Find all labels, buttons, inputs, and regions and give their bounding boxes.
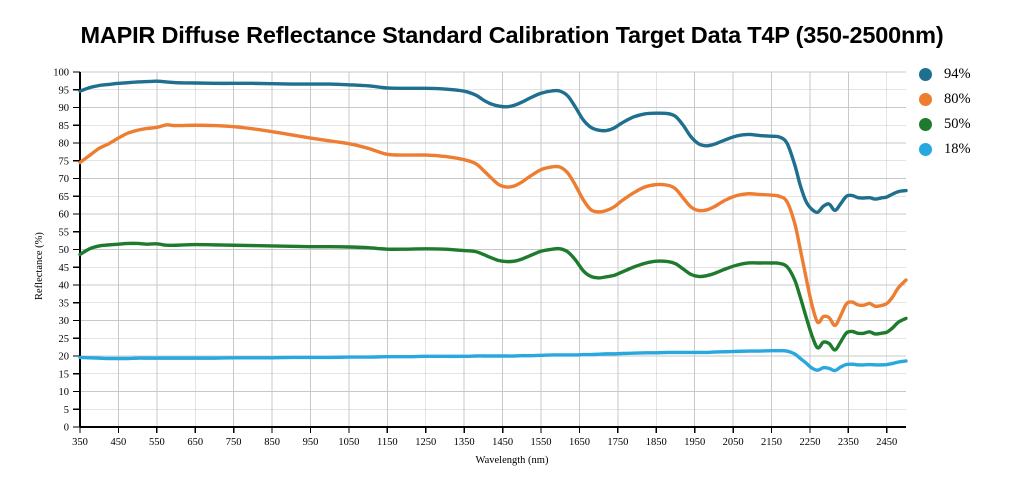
- svg-text:2450: 2450: [876, 437, 897, 448]
- svg-text:2150: 2150: [761, 437, 782, 448]
- series-line-18: [78, 348, 908, 373]
- legend-item-label: 94%: [944, 66, 971, 83]
- series-line-50: [78, 241, 908, 352]
- svg-text:1350: 1350: [454, 437, 475, 448]
- legend-item-label: 80%: [944, 91, 971, 108]
- svg-text:5: 5: [64, 405, 69, 416]
- legend-item-18[interactable]: 18%: [919, 137, 1019, 162]
- svg-text:1650: 1650: [569, 437, 590, 448]
- svg-text:750: 750: [226, 437, 242, 448]
- svg-text:85: 85: [59, 121, 70, 132]
- legend-color-swatch-icon: [919, 93, 932, 106]
- series-line-80: [78, 123, 908, 328]
- svg-text:45: 45: [59, 263, 70, 274]
- svg-text:20: 20: [59, 352, 70, 363]
- svg-text:1150: 1150: [377, 437, 398, 448]
- svg-text:100: 100: [53, 68, 69, 79]
- legend-item-80[interactable]: 80%: [919, 87, 1019, 112]
- svg-text:80: 80: [59, 139, 70, 150]
- svg-text:35: 35: [59, 298, 70, 309]
- chart-title: MAPIR Diffuse Reflectance Standard Calib…: [80, 22, 944, 48]
- legend-item-label: 50%: [944, 116, 971, 133]
- svg-text:2050: 2050: [723, 437, 744, 448]
- axis-tick-labels: 0 5 10 15 20 25 30 35 40 45 50 55 60 65 70 75 80 85 90 95 10…: [53, 68, 897, 448]
- svg-text:2250: 2250: [799, 437, 820, 448]
- svg-text:40: 40: [59, 281, 70, 292]
- svg-text:850: 850: [264, 437, 280, 448]
- svg-text:2350: 2350: [838, 437, 859, 448]
- series-line-94: [78, 79, 908, 215]
- svg-text:1250: 1250: [415, 437, 436, 448]
- legend-item-94[interactable]: 94%: [919, 62, 1019, 87]
- svg-text:95: 95: [59, 85, 70, 96]
- axis-lines: [73, 71, 906, 433]
- svg-text:70: 70: [59, 174, 70, 185]
- svg-text:55: 55: [59, 227, 70, 238]
- svg-text:15: 15: [59, 369, 70, 380]
- svg-text:65: 65: [59, 192, 70, 203]
- legend-color-swatch-icon: [919, 143, 932, 156]
- x-axis-title: Wavelength (nm): [475, 455, 549, 466]
- svg-text:1450: 1450: [492, 437, 513, 448]
- svg-text:90: 90: [59, 103, 70, 114]
- svg-text:1050: 1050: [338, 437, 359, 448]
- svg-text:350: 350: [72, 437, 88, 448]
- legend-color-swatch-icon: [919, 118, 932, 131]
- legend-item-label: 18%: [944, 141, 971, 158]
- svg-text:1850: 1850: [646, 437, 667, 448]
- svg-text:60: 60: [59, 210, 70, 221]
- svg-text:50: 50: [59, 245, 70, 256]
- svg-text:1750: 1750: [607, 437, 628, 448]
- svg-text:25: 25: [59, 334, 70, 345]
- y-axis-title: Reflectance (%): [34, 232, 45, 300]
- legend-color-swatch-icon: [919, 68, 932, 81]
- svg-text:550: 550: [149, 437, 165, 448]
- svg-text:450: 450: [111, 437, 127, 448]
- legend-item-50[interactable]: 50%: [919, 112, 1019, 137]
- svg-text:0: 0: [64, 423, 69, 434]
- svg-text:75: 75: [59, 156, 70, 167]
- svg-text:1950: 1950: [684, 437, 705, 448]
- svg-text:30: 30: [59, 316, 70, 327]
- svg-text:650: 650: [187, 437, 203, 448]
- svg-text:1550: 1550: [531, 437, 552, 448]
- data-series-layer: [78, 79, 908, 373]
- svg-text:10: 10: [59, 387, 70, 398]
- chart-legend: 94% 80% 50% 18%: [919, 62, 1019, 162]
- svg-text:950: 950: [303, 437, 319, 448]
